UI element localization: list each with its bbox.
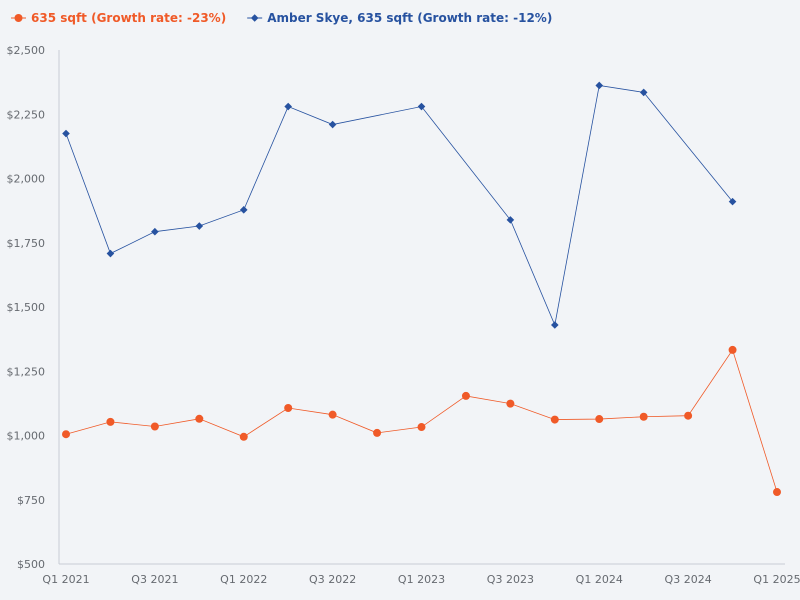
data-point (728, 345, 737, 354)
series-1 (62, 345, 781, 497)
legend-label: 635 sqft (Growth rate: -23%) (31, 11, 226, 25)
data-point (506, 399, 515, 408)
data-point (595, 415, 604, 424)
plot-area (62, 81, 781, 497)
data-point (773, 488, 781, 497)
x-tick-label: Q1 2023 (398, 573, 445, 586)
data-point (461, 391, 470, 400)
data-point (417, 102, 426, 111)
data-point (328, 120, 337, 129)
data-point (595, 81, 604, 90)
data-point (417, 423, 426, 432)
data-point (551, 321, 559, 329)
series-line (65, 349, 778, 493)
data-point (684, 411, 693, 420)
data-point (195, 222, 204, 230)
data-point (328, 410, 337, 419)
data-point (62, 129, 70, 138)
y-tick-label: $2,250 (7, 108, 46, 121)
data-point (106, 417, 115, 426)
y-tick-label: $2,000 (7, 173, 46, 186)
data-point (373, 428, 382, 437)
data-point (506, 216, 515, 224)
data-point (150, 422, 159, 431)
x-tick-label: Q3 2022 (309, 573, 356, 586)
data-point (284, 404, 293, 413)
legend: 635 sqft (Growth rate: -23%) Amber Skye, … (11, 11, 552, 25)
y-tick-label: $750 (17, 494, 45, 507)
x-tick-label: Q3 2024 (665, 573, 712, 586)
x-tick-label: Q3 2021 (131, 573, 178, 586)
x-tick-label: Q1 2024 (576, 573, 623, 586)
data-point (728, 197, 737, 206)
y-tick-label: $2,500 (7, 44, 46, 57)
y-axis: $500 $750 $1,000 $1,250 $1,500 $1,750 $2,000 $2… (7, 44, 60, 571)
y-tick-label: $1,500 (7, 301, 46, 314)
legend-item-1: 635 sqft (Growth rate: -23%) (11, 11, 226, 25)
data-point (239, 432, 248, 441)
data-point (639, 88, 648, 97)
x-axis: Q1 2021 Q3 2021 Q1 2022 Q3 2022 Q1 2023 Q3 20… (42, 563, 800, 586)
series-2 (62, 81, 737, 329)
y-tick-label: $1,250 (7, 365, 46, 378)
y-tick-label: $1,000 (7, 430, 46, 443)
series-line (65, 85, 733, 327)
x-tick-label: Q1 2025 (753, 573, 800, 586)
y-tick-label: $1,750 (7, 237, 46, 250)
x-tick-label: Q1 2022 (220, 573, 267, 586)
legend-item-2: Amber Skye, 635 sqft (Growth rate: -12%) (247, 11, 552, 25)
y-tick-label: $500 (17, 558, 45, 571)
data-point (550, 415, 559, 424)
data-point (639, 412, 648, 421)
legend-label: Amber Skye, 635 sqft (Growth rate: -12%) (267, 11, 552, 25)
data-point (239, 206, 248, 214)
x-tick-label: Q3 2023 (487, 573, 534, 586)
data-point (284, 102, 292, 111)
legend-swatch-marker (250, 14, 259, 22)
data-point (106, 249, 115, 258)
x-tick-label: Q1 2021 (42, 573, 89, 586)
legend-swatch-marker (14, 14, 23, 22)
data-point (195, 414, 204, 423)
data-point (62, 430, 70, 439)
data-point (151, 227, 159, 236)
